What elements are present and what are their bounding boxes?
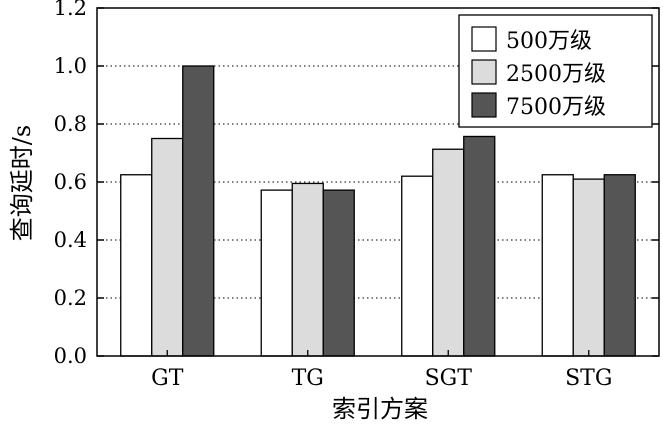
legend-label-3: 7500万级 [506, 95, 606, 120]
y-tick-label: 1.0 [54, 54, 87, 78]
bar-stg-series-2 [572, 178, 605, 357]
x-tick-label-tg: TG [292, 366, 324, 391]
bar-sgt-series-2 [432, 148, 465, 357]
y-tick-label: 0.8 [54, 112, 87, 136]
axes-group [96, 7, 660, 357]
bar-stg-series-3 [603, 174, 636, 357]
legend-label-1: 500万级 [506, 29, 592, 54]
y-tick-labels: 0.0 0.2 0.4 0.6 0.8 1.0 1.2 [54, 0, 87, 368]
y-tick-label: 1.2 [54, 0, 87, 20]
legend-swatch-3 [471, 92, 497, 118]
bar-stg-series-1 [541, 174, 574, 357]
bar-sgt-series-3 [463, 135, 496, 357]
bars-group [120, 65, 636, 357]
bar-gt-series-3 [182, 65, 215, 357]
x-tick-label-sgt: SGT [425, 366, 473, 391]
y-axis-title: 查询延时/s [8, 125, 36, 241]
bar-tg-series-1 [260, 189, 293, 357]
y-tick-label: 0.4 [54, 228, 87, 252]
x-tick-label-stg: STG [565, 366, 612, 391]
bar-gt-series-2 [151, 137, 184, 357]
bar-tg-series-3 [322, 189, 355, 357]
legend-label-2: 2500万级 [506, 62, 606, 87]
x-tick-labels: GT TG SGT STG [151, 366, 612, 391]
legend: 500万级 2500万级 7500万级 [458, 14, 653, 128]
y-tick-label: 0.6 [54, 170, 87, 194]
plot-frame [96, 7, 660, 357]
bar-sgt-series-1 [401, 175, 434, 357]
x-axis-title: 索引方案 [332, 395, 428, 423]
y-tick-label: 0.2 [54, 286, 87, 310]
legend-swatch-2 [471, 59, 497, 85]
y-tick-label: 0.0 [54, 344, 87, 368]
x-tick-label-gt: GT [151, 366, 184, 391]
bar-gt-series-1 [120, 174, 153, 357]
legend-swatch-1 [471, 26, 497, 52]
bar-tg-series-2 [291, 182, 324, 357]
